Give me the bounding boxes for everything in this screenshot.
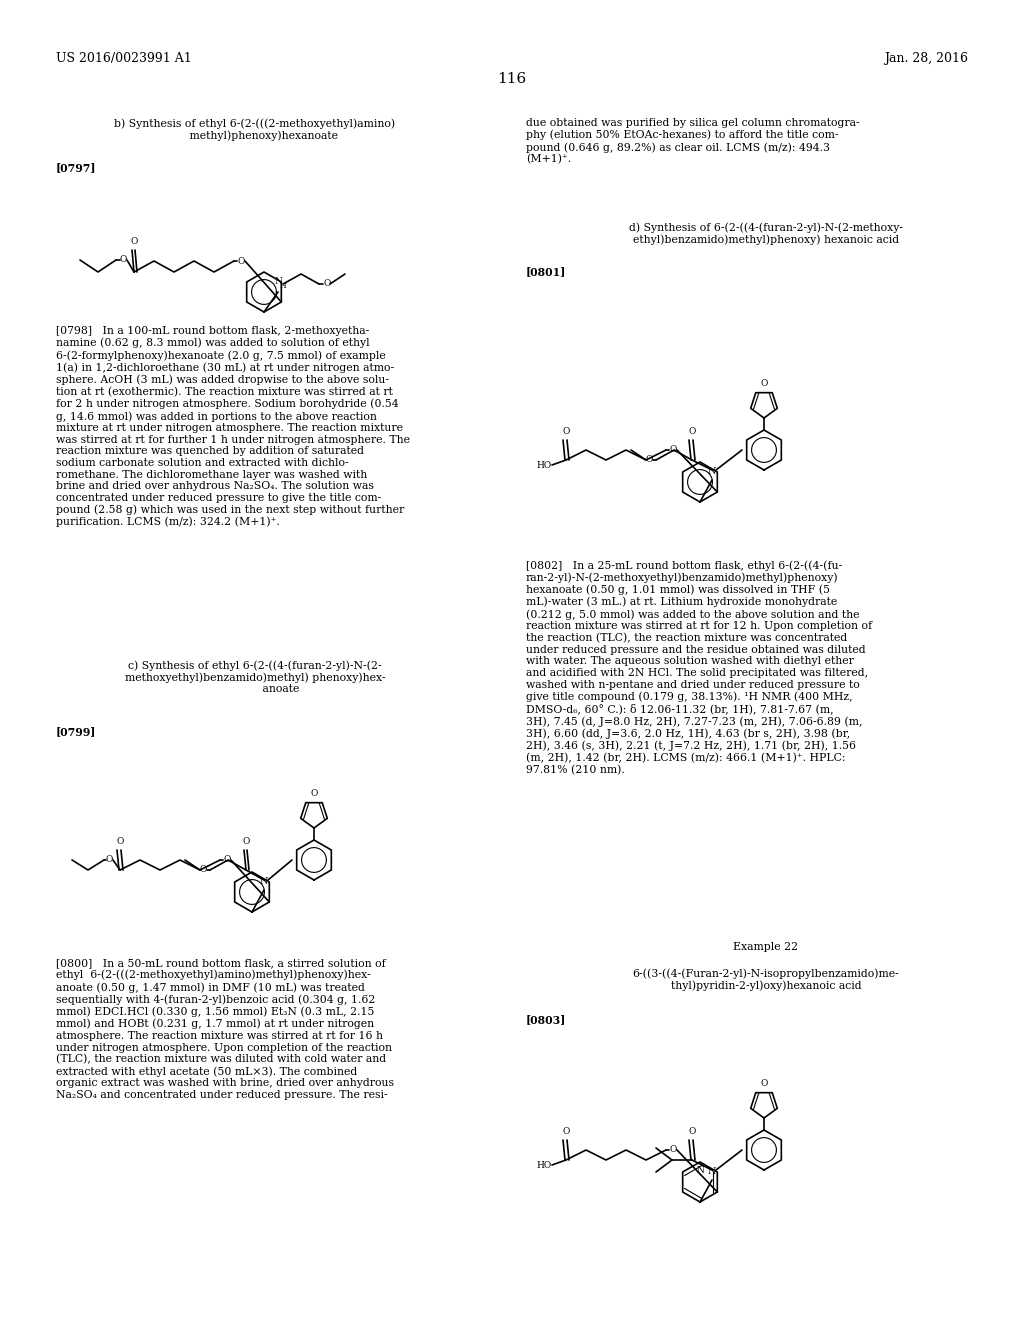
- Text: HO: HO: [536, 1160, 551, 1170]
- Text: [0802]   In a 25-mL round bottom flask, ethyl 6-(2-((4-(fu-
ran-2-yl)-N-(2-metho: [0802] In a 25-mL round bottom flask, et…: [526, 560, 872, 775]
- Text: O: O: [760, 1078, 768, 1088]
- Text: H: H: [280, 282, 287, 290]
- Text: Jan. 28, 2016: Jan. 28, 2016: [884, 51, 968, 65]
- Text: N: N: [696, 1166, 703, 1175]
- Text: O: O: [224, 855, 231, 865]
- Text: O: O: [130, 238, 137, 246]
- Text: O: O: [120, 256, 127, 264]
- Text: [0803]: [0803]: [526, 1014, 566, 1026]
- Text: O: O: [645, 455, 653, 465]
- Text: O: O: [310, 789, 317, 799]
- Text: O: O: [670, 1146, 677, 1155]
- Text: O: O: [562, 1127, 569, 1137]
- Text: O: O: [670, 446, 677, 454]
- Text: N: N: [708, 467, 716, 477]
- Text: c) Synthesis of ethyl 6-(2-((4-(furan-2-yl)-N-(2-
methoxyethyl)benzamido)methyl): c) Synthesis of ethyl 6-(2-((4-(furan-2-…: [125, 660, 385, 694]
- Text: O: O: [688, 426, 695, 436]
- Text: 116: 116: [498, 73, 526, 86]
- Text: O: O: [106, 855, 114, 865]
- Text: N: N: [260, 876, 268, 886]
- Text: O: O: [238, 256, 246, 265]
- Text: O: O: [760, 379, 768, 388]
- Text: O: O: [323, 280, 331, 289]
- Text: [0798]   In a 100-mL round bottom flask, 2-methoxyetha-
namine (0.62 g, 8.3 mmol: [0798] In a 100-mL round bottom flask, 2…: [56, 326, 410, 528]
- Text: 6-((3-((4-(Furan-2-yl)-N-isopropylbenzamido)me-
thyl)pyridin-2-yl)oxy)hexanoic a: 6-((3-((4-(Furan-2-yl)-N-isopropylbenzam…: [633, 968, 899, 991]
- Text: [0800]   In a 50-mL round bottom flask, a stirred solution of
ethyl  6-(2-(((2-m: [0800] In a 50-mL round bottom flask, a …: [56, 958, 394, 1100]
- Text: d) Synthesis of 6-(2-((4-(furan-2-yl)-N-(2-methoxy-
ethyl)benzamido)methyl)pheno: d) Synthesis of 6-(2-((4-(furan-2-yl)-N-…: [629, 222, 903, 244]
- Text: O: O: [117, 837, 124, 846]
- Text: N: N: [274, 277, 282, 286]
- Text: [0799]: [0799]: [56, 726, 96, 737]
- Text: O: O: [200, 866, 207, 874]
- Text: due obtained was purified by silica gel column chromatogra-
phy (elution 50% EtO: due obtained was purified by silica gel …: [526, 117, 859, 165]
- Text: Example 22: Example 22: [733, 942, 799, 952]
- Text: O: O: [243, 837, 250, 846]
- Text: O: O: [688, 1127, 695, 1137]
- Text: b) Synthesis of ethyl 6-(2-(((2-methoxyethyl)amino)
     methyl)phenoxy)hexanoat: b) Synthesis of ethyl 6-(2-(((2-methoxye…: [115, 117, 395, 141]
- Text: [0801]: [0801]: [526, 267, 566, 277]
- Text: HO: HO: [536, 461, 551, 470]
- Text: O: O: [562, 426, 569, 436]
- Text: N: N: [708, 1167, 716, 1176]
- Text: [0797]: [0797]: [56, 162, 96, 173]
- Text: US 2016/0023991 A1: US 2016/0023991 A1: [56, 51, 191, 65]
